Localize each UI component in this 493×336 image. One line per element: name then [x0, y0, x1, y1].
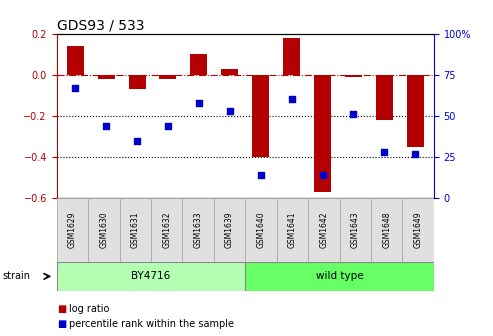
Bar: [407, 75, 424, 147]
Bar: [129, 75, 145, 89]
Point: [133, 138, 141, 143]
Text: GSM1633: GSM1633: [194, 212, 203, 249]
Text: GSM1630: GSM1630: [99, 212, 108, 249]
Bar: [119, 198, 151, 262]
Bar: [182, 198, 214, 262]
Bar: [221, 69, 238, 75]
Text: ■: ■: [57, 304, 66, 314]
Bar: [277, 198, 308, 262]
Point: [350, 112, 357, 117]
Point: [226, 108, 234, 114]
Text: GSM1632: GSM1632: [162, 212, 171, 248]
Bar: [283, 38, 300, 75]
Text: GSM1629: GSM1629: [68, 212, 77, 248]
Text: ■: ■: [57, 319, 66, 329]
Text: GSM1639: GSM1639: [225, 212, 234, 249]
Point: [71, 85, 79, 91]
Text: log ratio: log ratio: [69, 304, 109, 314]
Bar: [252, 75, 269, 157]
Bar: [57, 262, 245, 291]
Bar: [159, 75, 176, 79]
Bar: [314, 75, 331, 192]
Text: GSM1643: GSM1643: [351, 212, 360, 249]
Bar: [376, 75, 393, 120]
Bar: [308, 198, 340, 262]
Bar: [245, 198, 277, 262]
Text: strain: strain: [2, 271, 31, 281]
Text: GSM1642: GSM1642: [319, 212, 328, 248]
Point: [195, 100, 203, 106]
Bar: [371, 198, 402, 262]
Point: [381, 150, 388, 155]
Bar: [340, 198, 371, 262]
Point: [102, 123, 110, 128]
Bar: [402, 198, 434, 262]
Bar: [88, 198, 119, 262]
Point: [257, 172, 265, 178]
Text: GSM1641: GSM1641: [288, 212, 297, 248]
Text: GSM1648: GSM1648: [382, 212, 391, 248]
Bar: [214, 198, 246, 262]
Point: [288, 97, 296, 102]
Point: [318, 172, 326, 178]
Text: wild type: wild type: [316, 271, 363, 281]
Bar: [57, 198, 88, 262]
Text: BY4716: BY4716: [131, 271, 171, 281]
Bar: [345, 75, 362, 77]
Bar: [190, 54, 208, 75]
Bar: [98, 75, 115, 79]
Bar: [245, 262, 434, 291]
Bar: [151, 198, 182, 262]
Text: GSM1649: GSM1649: [414, 212, 423, 249]
Bar: [67, 46, 84, 75]
Point: [411, 151, 419, 157]
Text: GSM1631: GSM1631: [131, 212, 140, 248]
Text: GDS93 / 533: GDS93 / 533: [57, 18, 144, 33]
Point: [164, 123, 172, 128]
Text: GSM1640: GSM1640: [256, 212, 266, 249]
Text: percentile rank within the sample: percentile rank within the sample: [69, 319, 234, 329]
